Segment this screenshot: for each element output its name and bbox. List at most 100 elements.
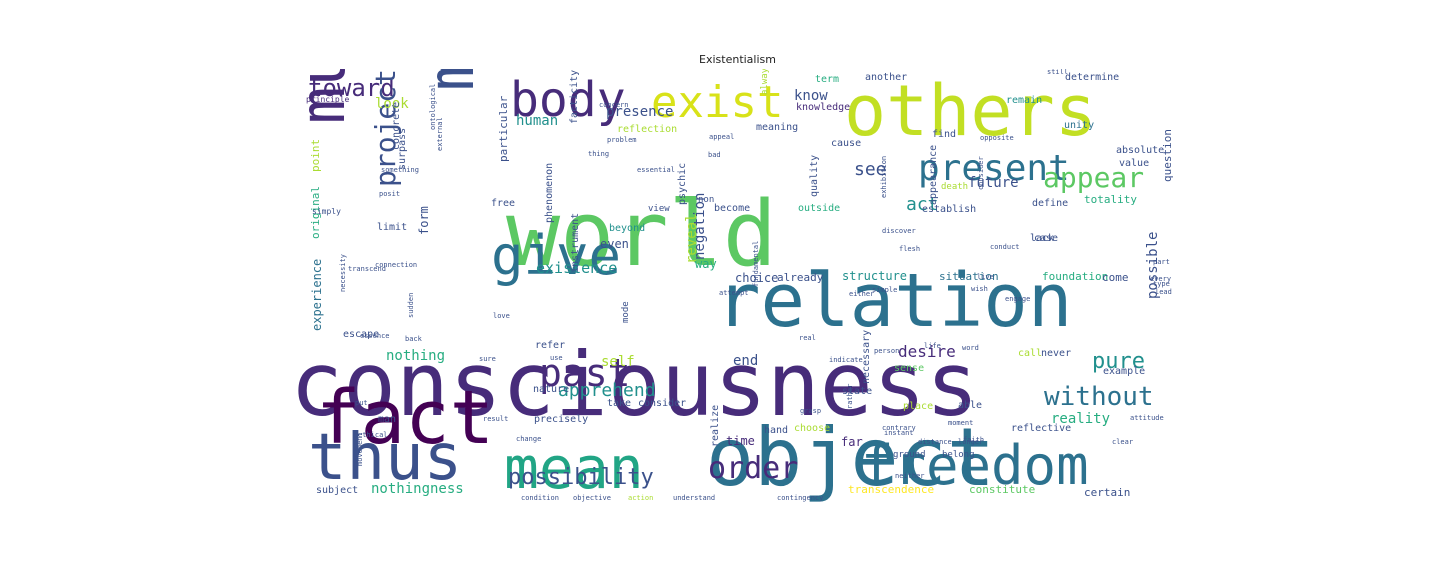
word: simple <box>872 286 898 294</box>
word: lack <box>1030 233 1055 244</box>
word: life <box>924 342 941 350</box>
word: already <box>777 271 824 284</box>
word: knowledge <box>796 102 851 113</box>
word: conduct <box>990 243 1020 251</box>
word: constitute <box>969 483 1036 496</box>
word: appeal <box>709 133 735 141</box>
word: bad <box>708 151 721 159</box>
word: realize <box>710 404 721 447</box>
word: sense <box>894 363 925 374</box>
word: exhibition <box>880 155 888 198</box>
word: necessity <box>339 254 347 292</box>
word-cloud: consciousness world object relation make… <box>288 69 1174 505</box>
word: transcendence <box>848 483 935 496</box>
word: without <box>1044 382 1154 412</box>
word: rather <box>846 383 854 409</box>
word: facticity <box>569 69 580 124</box>
word: thing <box>588 150 610 158</box>
word: consciousness <box>290 333 979 436</box>
word: term <box>815 74 840 85</box>
word: relation <box>716 258 1073 344</box>
word: body <box>510 72 626 128</box>
word: principle <box>306 95 350 104</box>
word: desire <box>898 342 956 361</box>
word: consider <box>977 156 985 190</box>
word: determine <box>1065 72 1120 83</box>
word: far <box>841 435 863 449</box>
word: hand <box>764 425 789 436</box>
word: quality <box>809 154 820 197</box>
word: necessary <box>861 329 872 384</box>
word: freedom <box>861 434 1089 497</box>
word: meaning <box>756 122 799 133</box>
word: know <box>794 88 828 104</box>
word: form <box>417 206 431 235</box>
word: possibility <box>508 465 654 490</box>
word: even <box>600 237 629 251</box>
word: ground <box>893 450 926 460</box>
word: structure <box>842 269 908 283</box>
word: find <box>932 129 957 140</box>
word: another <box>865 72 908 83</box>
word: appearance <box>928 144 939 205</box>
word: word <box>962 344 979 352</box>
word: condition <box>521 494 559 502</box>
word: distance <box>918 438 952 446</box>
word: free <box>491 198 516 209</box>
word: type <box>1153 280 1170 288</box>
word: attempt <box>719 289 749 297</box>
word: grasp <box>800 407 822 415</box>
word: death <box>941 182 969 192</box>
word: consider <box>638 398 687 409</box>
word: problem <box>607 136 637 144</box>
word: look <box>375 96 409 112</box>
word: ethical <box>358 431 388 439</box>
word: order <box>708 451 799 486</box>
word: past <box>539 351 631 395</box>
word: still <box>1047 69 1069 76</box>
word: reality <box>1051 411 1111 427</box>
word: sudden <box>407 292 415 318</box>
word: outside <box>798 203 841 214</box>
word: either <box>849 290 875 298</box>
word: refer <box>535 340 566 351</box>
plot-title: Existentialism <box>699 53 776 66</box>
word: neither <box>895 472 925 480</box>
word: view <box>648 204 670 214</box>
word: call <box>1018 348 1043 359</box>
word: fundamental <box>752 240 760 287</box>
word: part <box>1153 258 1170 266</box>
word: instant <box>884 429 914 437</box>
word: exist <box>651 77 784 128</box>
word: reflective <box>1011 423 1072 434</box>
word: come <box>1102 271 1129 284</box>
word: man <box>378 414 397 425</box>
word: foundation <box>1042 270 1109 283</box>
word: point <box>309 138 322 172</box>
word: define <box>1032 198 1069 209</box>
word: opposite <box>980 134 1014 142</box>
word: always <box>760 69 770 95</box>
word: toward <box>308 74 395 102</box>
word: movement <box>356 432 364 466</box>
word: future <box>968 175 1019 191</box>
word: pure <box>1092 349 1145 374</box>
word: understand <box>673 494 716 502</box>
word: longer <box>958 438 984 446</box>
word: moment <box>948 419 974 427</box>
word: present <box>918 148 1070 189</box>
word: external <box>436 117 444 151</box>
word: action <box>628 494 654 502</box>
word: objective <box>573 494 611 502</box>
word: particular <box>497 95 510 162</box>
word: escape <box>343 329 380 340</box>
word: change <box>516 435 542 443</box>
word: essential <box>637 166 675 174</box>
word: contingency <box>777 494 824 502</box>
word: able <box>958 400 983 411</box>
word: state <box>842 386 873 397</box>
word: act <box>906 194 939 215</box>
word: take <box>607 398 632 409</box>
word: place <box>903 401 934 412</box>
word: something <box>381 166 419 174</box>
